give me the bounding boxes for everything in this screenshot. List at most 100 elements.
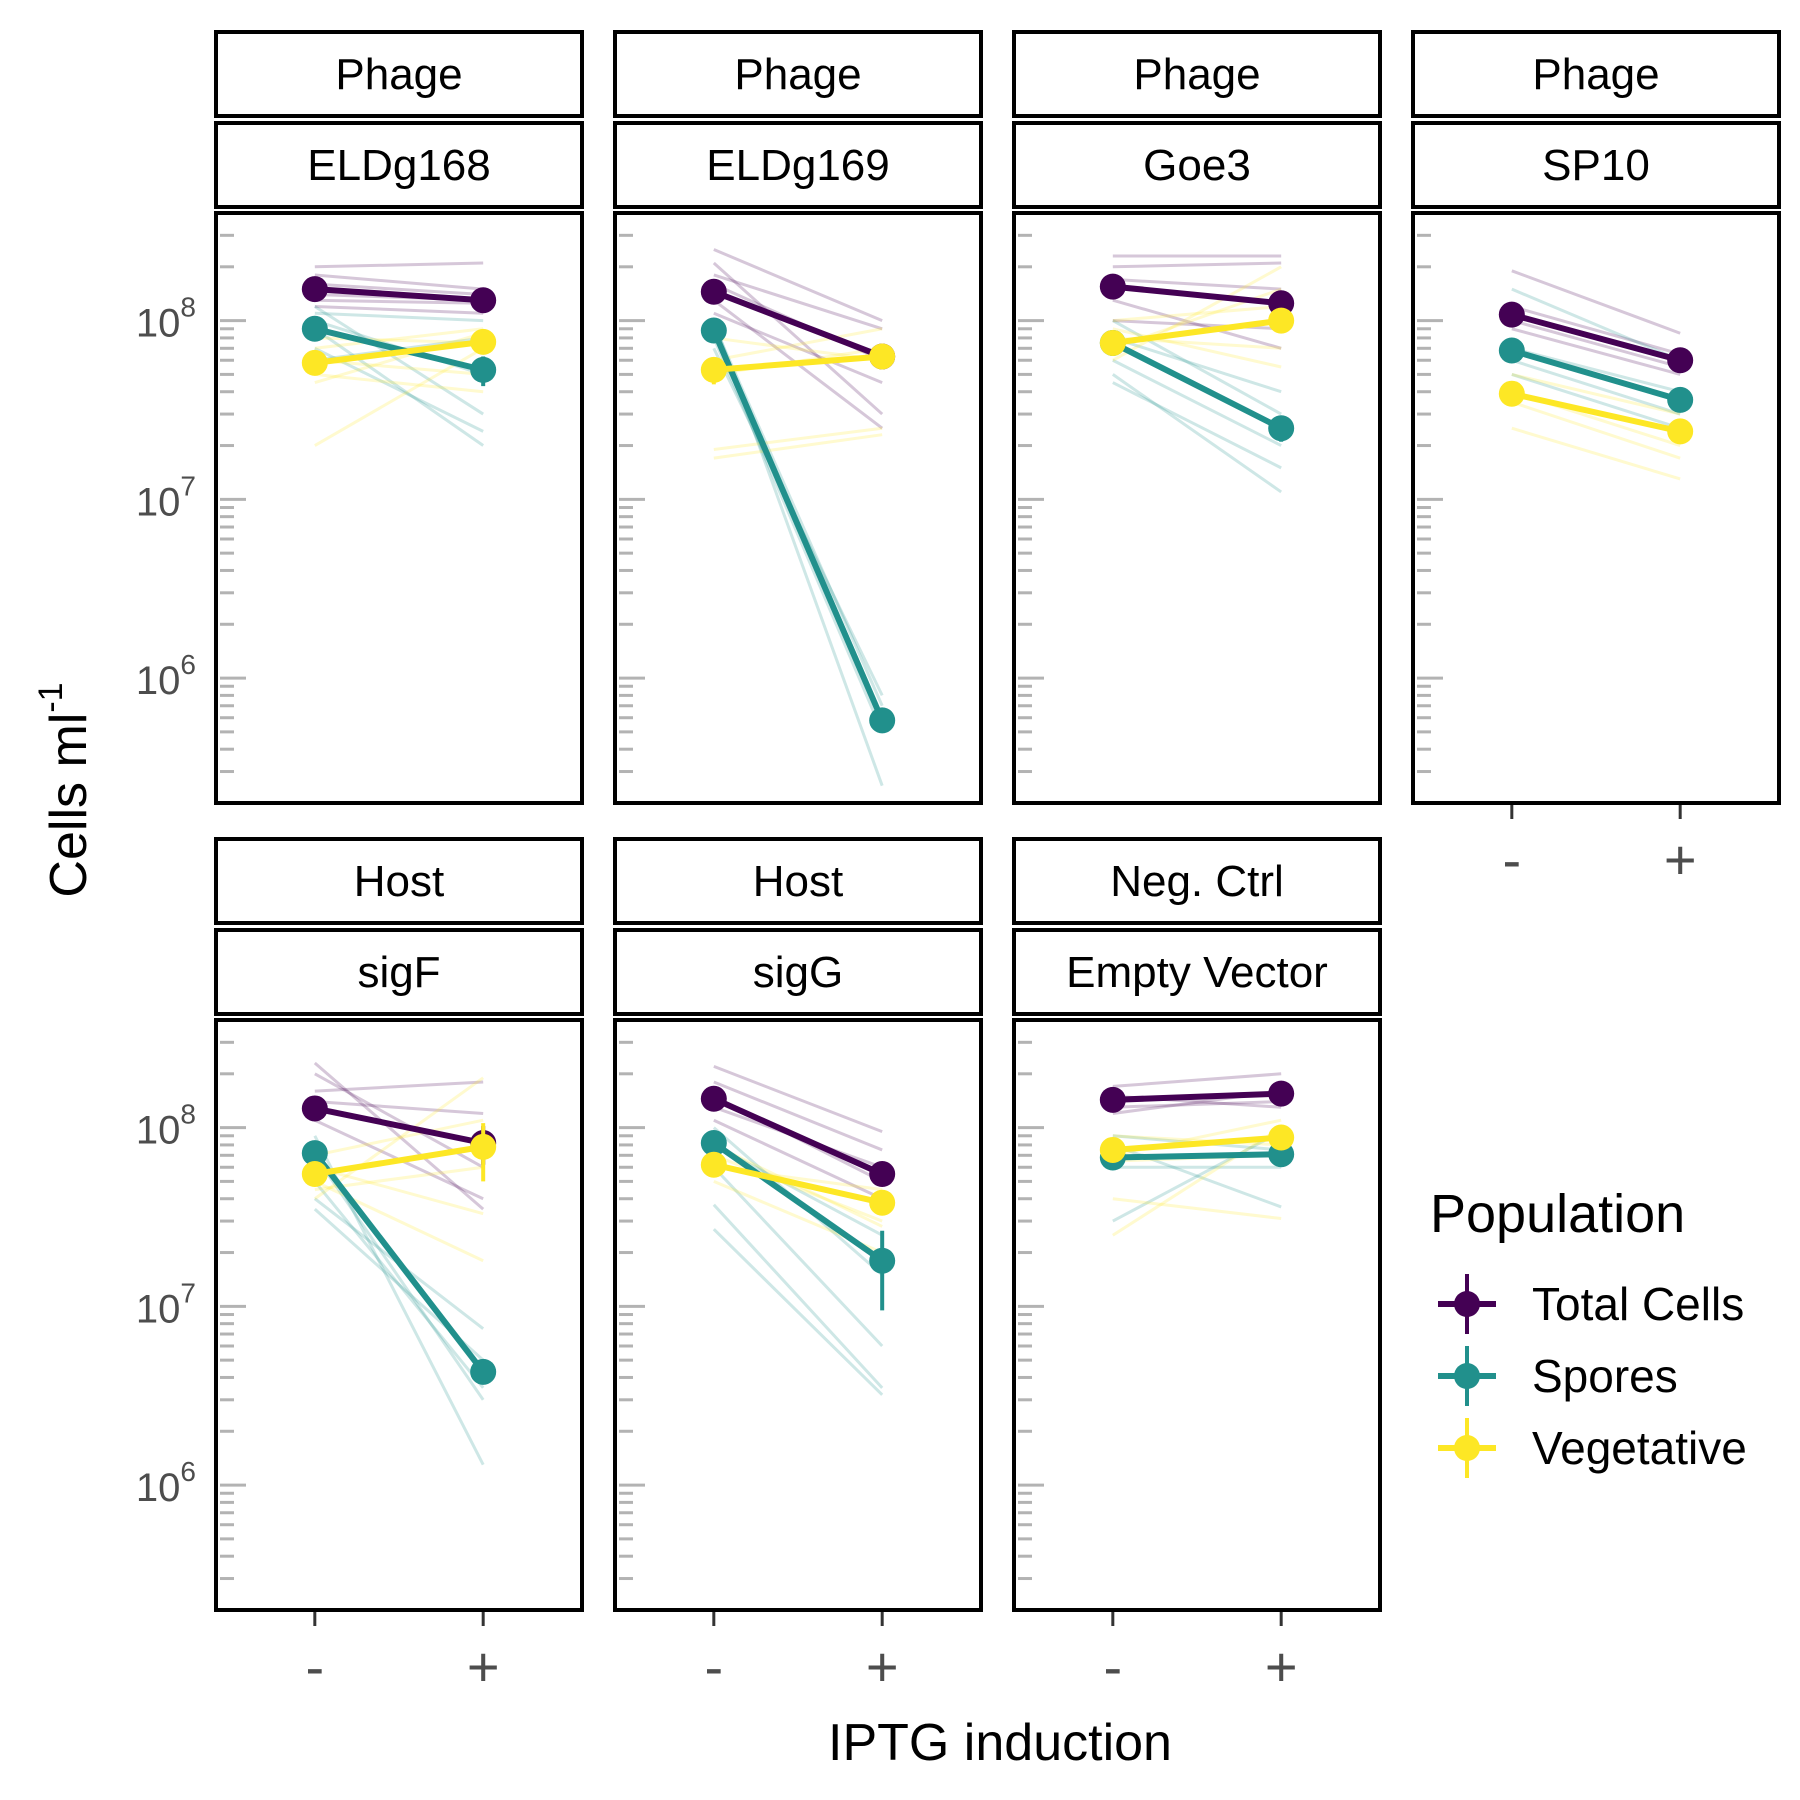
mean-line-spores xyxy=(1111,340,1283,431)
replicate-line xyxy=(313,1180,485,1389)
legend-key-point xyxy=(1454,1363,1480,1389)
replicate-line xyxy=(314,1165,484,1216)
replicate-line xyxy=(1511,287,1681,362)
mean-line-spores xyxy=(1112,1151,1282,1161)
replicate-line xyxy=(1112,261,1282,269)
point-total-cells xyxy=(1268,1080,1295,1107)
replicate-line xyxy=(313,327,485,447)
strip-panel-label: sigF xyxy=(357,948,440,997)
point-spores xyxy=(1498,337,1525,364)
panel-sp10: Phage SP10 xyxy=(1411,30,1781,805)
replicate-line xyxy=(1112,1130,1282,1223)
x-tick-label: - xyxy=(1103,1635,1122,1698)
replicate-line xyxy=(1111,373,1283,494)
mean-line-spores xyxy=(711,329,885,722)
legend-entry-total-cells: Total Cells xyxy=(1438,1274,1744,1334)
point-spores xyxy=(301,1140,328,1167)
point-spores xyxy=(869,707,896,734)
replicate-line xyxy=(712,1166,884,1348)
mean-line-total-cells xyxy=(1112,283,1282,307)
point-spores xyxy=(470,356,497,383)
replicate-line xyxy=(712,1203,884,1389)
point-spores xyxy=(869,1247,896,1274)
point-vegetative xyxy=(869,1189,896,1216)
x-tick-label: + xyxy=(467,1635,500,1698)
mean-line-spores xyxy=(1510,347,1682,403)
panel-border xyxy=(214,211,584,805)
panel-border xyxy=(1012,1018,1382,1612)
panel-eldg169: Phage ELDg169 xyxy=(613,30,983,805)
y-tick-label: 106 xyxy=(136,649,196,703)
mean-line-vegetative xyxy=(1112,1134,1282,1153)
replicate-line xyxy=(1511,327,1681,376)
replicate-line xyxy=(1112,1099,1282,1109)
y-tick-label: 107 xyxy=(136,1277,196,1331)
replicate-line xyxy=(1511,305,1681,356)
strip-panel-label: ELDg169 xyxy=(706,141,889,190)
point-total-cells xyxy=(700,278,727,305)
point-spores xyxy=(301,315,328,342)
y-tick-exponent: 6 xyxy=(180,649,196,680)
replicate-line xyxy=(1511,372,1681,430)
point-spores xyxy=(470,1358,497,1385)
strip-panel-label: ELDg168 xyxy=(307,141,490,190)
replicate-line xyxy=(1112,1197,1282,1221)
replicate-line xyxy=(314,1099,484,1115)
mean-line-total-cells xyxy=(1112,1090,1282,1103)
y-tick-base: 10 xyxy=(136,1109,181,1153)
y-tick-exponent: 7 xyxy=(180,470,196,501)
point-spores xyxy=(700,1130,727,1157)
replicate-line xyxy=(1112,319,1282,416)
legend-key-point xyxy=(1454,1435,1480,1461)
replicate-line xyxy=(314,358,484,376)
replicate-line xyxy=(314,1080,484,1093)
point-total-cells xyxy=(301,1095,328,1122)
x-tick-label: + xyxy=(866,1635,899,1698)
replicate-line xyxy=(314,372,484,394)
panel-border xyxy=(214,1018,584,1612)
mean-line-total-cells xyxy=(712,1096,884,1177)
strip-box-group xyxy=(214,30,584,118)
strip-panel-label: Goe3 xyxy=(1143,141,1251,190)
y-tick-label: 106 xyxy=(136,1456,196,1510)
replicate-line xyxy=(713,273,883,331)
point-total-cells xyxy=(1099,273,1126,300)
point-vegetative xyxy=(1099,329,1126,356)
mean-line-vegetative xyxy=(1112,317,1282,346)
point-total-cells xyxy=(470,287,497,314)
point-vegetative xyxy=(470,328,497,355)
replicate-line xyxy=(1112,381,1282,470)
replicate-line xyxy=(712,337,884,733)
replicate-line xyxy=(1511,269,1681,335)
point-spores xyxy=(1667,386,1694,413)
y-tick-base: 10 xyxy=(136,302,181,346)
legend-entry-vegetative: Vegetative xyxy=(1438,1418,1747,1478)
mean-line-total-cells xyxy=(712,288,884,360)
legend-key-point xyxy=(1454,1291,1480,1317)
mean-line-vegetative xyxy=(1511,390,1681,435)
y-tick-base: 10 xyxy=(136,1287,181,1331)
legend-label: Vegetative xyxy=(1532,1422,1747,1474)
y-axis-title-base: Cells ml xyxy=(40,713,98,898)
strip-panel-label: Empty Vector xyxy=(1066,948,1328,997)
mean-line-spores xyxy=(312,1151,486,1374)
point-vegetative xyxy=(700,1151,727,1178)
replicate-line xyxy=(313,1076,485,1200)
point-spores xyxy=(1268,415,1295,442)
strip-group-label: Phage xyxy=(335,50,462,99)
strip-panel-label: SP10 xyxy=(1542,141,1650,190)
point-vegetative xyxy=(1667,418,1694,445)
replicate-line xyxy=(314,282,484,296)
strip-group-label: Host xyxy=(753,857,843,906)
replicate-line xyxy=(314,273,484,291)
replicate-line xyxy=(314,304,484,315)
mean-line-vegetative xyxy=(713,353,883,373)
y-tick-base: 10 xyxy=(136,480,181,524)
y-tick-exponent: 6 xyxy=(180,1456,196,1487)
x-tick-label: + xyxy=(1265,1635,1298,1698)
y-tick-label: 108 xyxy=(136,1099,196,1153)
strip-box-group xyxy=(1012,837,1382,925)
y-tick-exponent: 7 xyxy=(180,1277,196,1308)
